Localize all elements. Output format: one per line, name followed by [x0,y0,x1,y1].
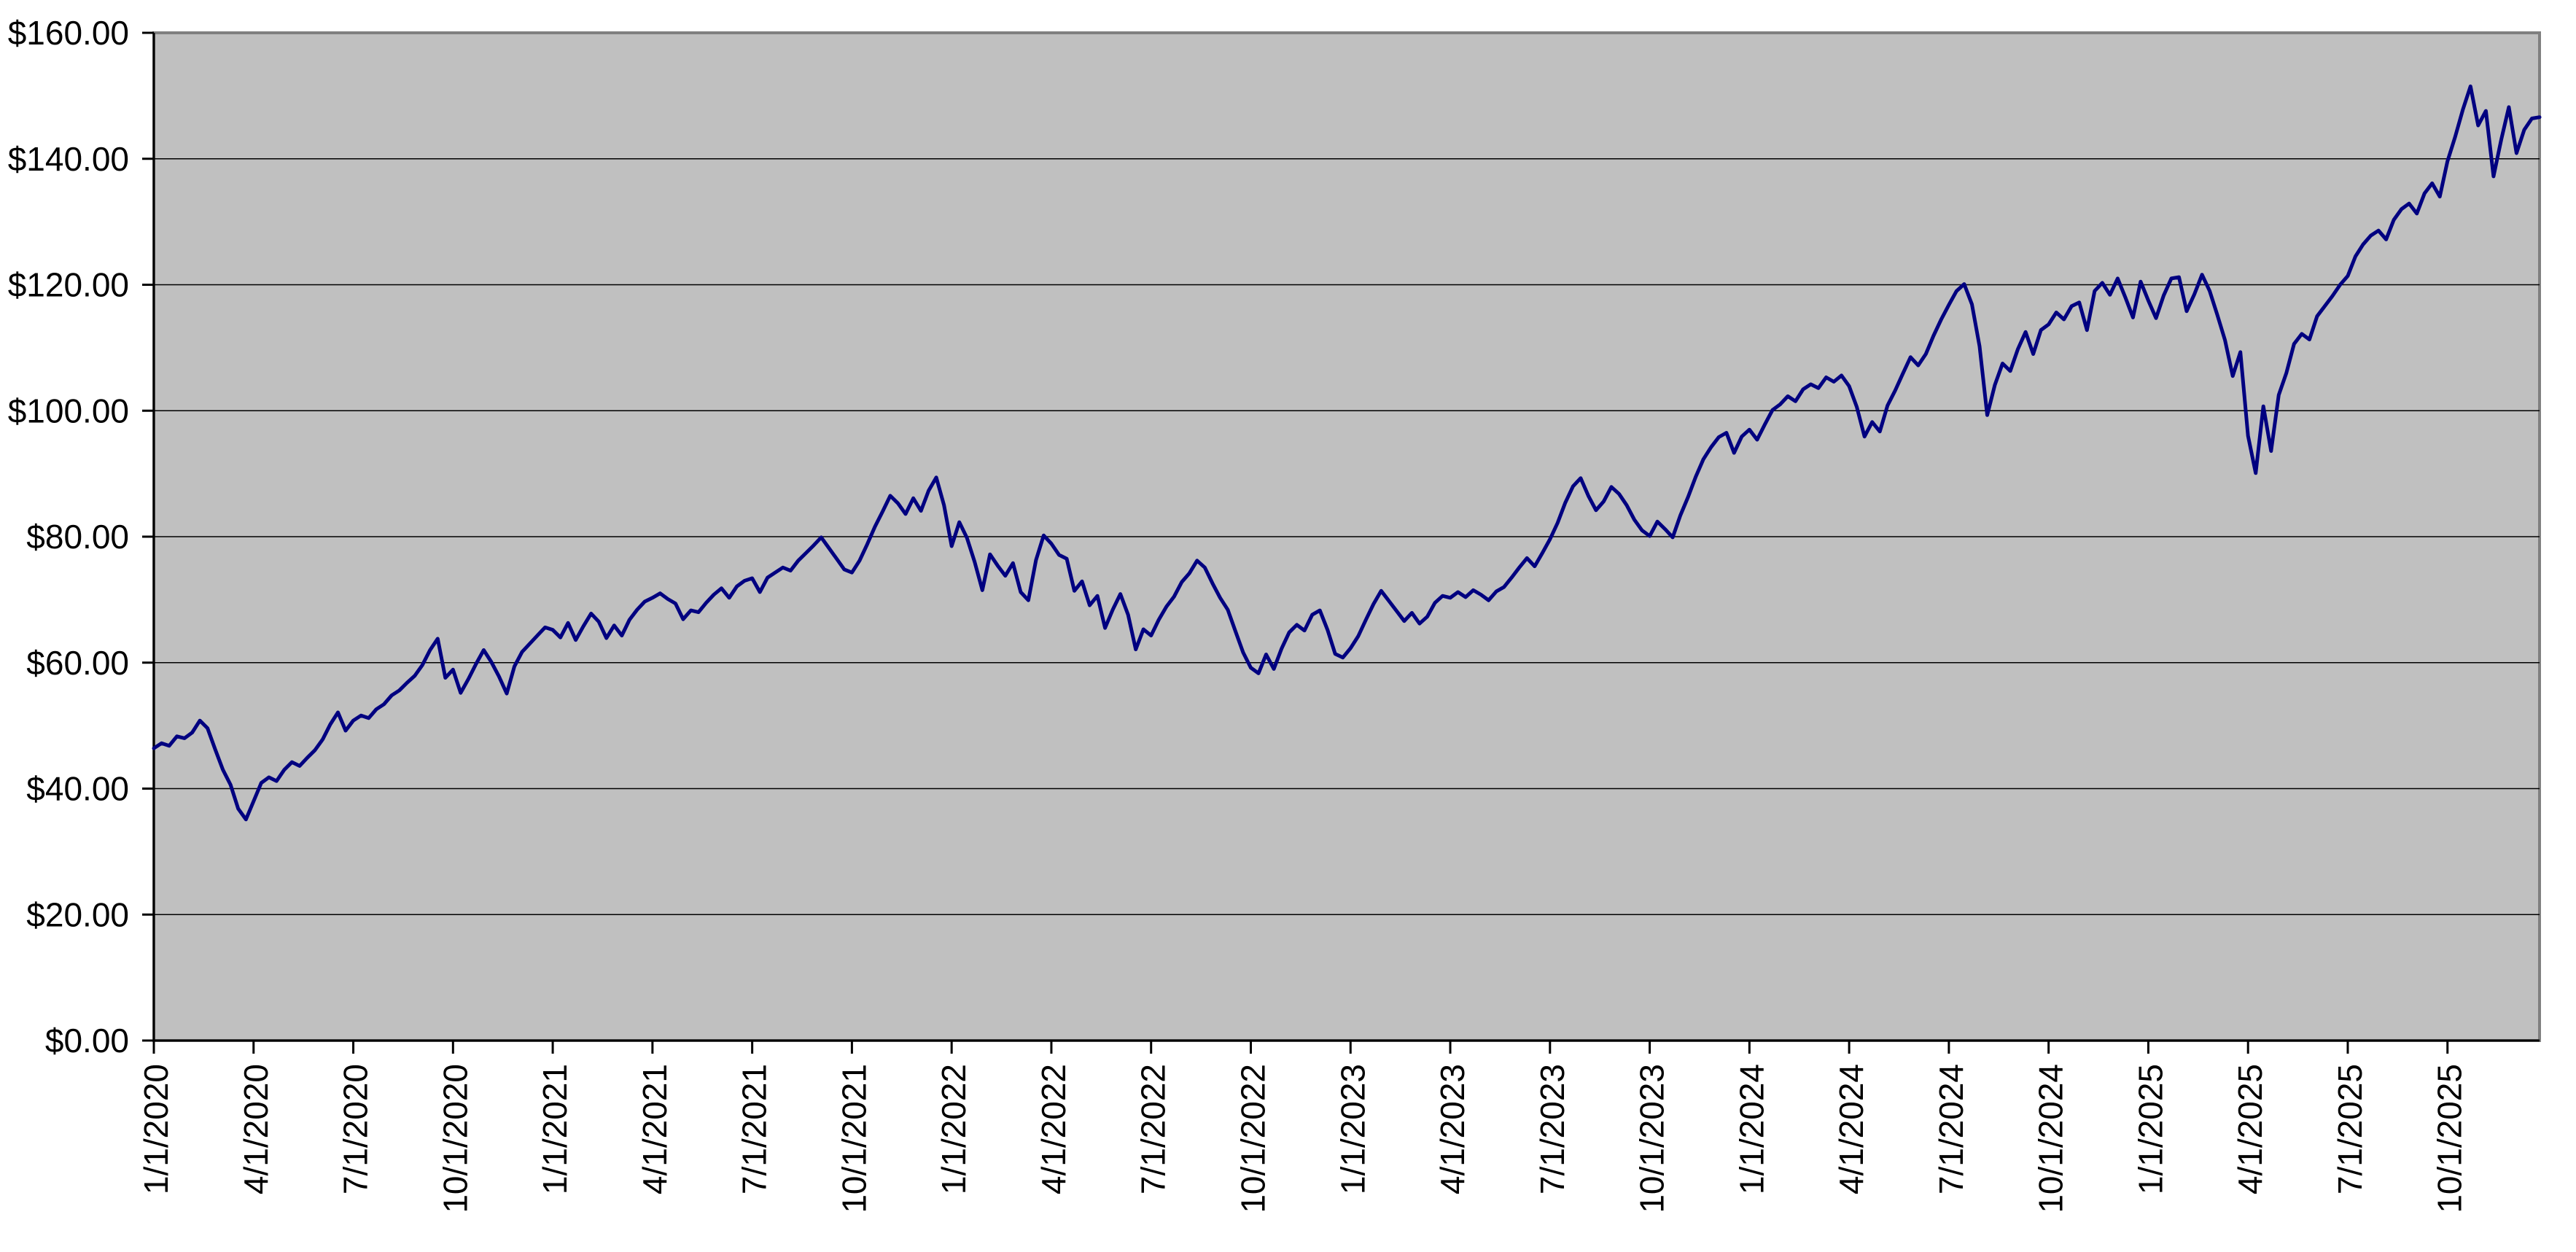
y-axis-label: $100.00 [8,392,129,429]
x-axis-label: 10/1/2023 [1633,1064,1671,1213]
y-axis-label: $140.00 [8,140,129,178]
x-axis-label: 7/1/2020 [337,1064,375,1194]
x-axis-label: 1/1/2025 [2131,1064,2169,1194]
x-axis-label: 10/1/2025 [2431,1064,2469,1213]
y-axis-label: $160.00 [8,14,129,52]
x-axis-label: 10/1/2021 [835,1064,873,1213]
y-axis-label: $60.00 [26,644,129,682]
x-axis-label: 1/1/2022 [935,1064,973,1194]
x-axis-label: 4/1/2020 [237,1064,275,1194]
x-axis-label: 4/1/2025 [2231,1064,2269,1194]
x-axis-label: 7/1/2025 [2331,1064,2369,1194]
y-axis-label: $0.00 [45,1022,129,1059]
x-axis-label: 1/1/2021 [536,1064,574,1194]
x-axis-label: 4/1/2024 [1832,1064,1870,1194]
y-axis-label: $80.00 [26,518,129,556]
x-axis-label: 4/1/2022 [1035,1064,1073,1194]
y-axis-label: $40.00 [26,770,129,808]
x-axis-label: 10/1/2024 [2032,1064,2070,1213]
x-axis-label: 10/1/2022 [1234,1064,1272,1213]
x-axis-label: 1/1/2020 [137,1064,175,1194]
x-axis-label: 7/1/2021 [736,1064,774,1194]
x-axis-label: 4/1/2021 [636,1064,674,1194]
x-axis-label: 10/1/2020 [436,1064,474,1213]
x-axis-label: 1/1/2023 [1334,1064,1371,1194]
y-axis-label: $20.00 [26,895,129,933]
y-axis-label: $120.00 [8,266,129,304]
x-axis-label: 1/1/2024 [1732,1064,1770,1194]
x-axis-label: 7/1/2024 [1932,1064,1970,1194]
price-line-series [152,84,2542,822]
x-axis-label: 7/1/2022 [1135,1064,1172,1194]
x-axis-label: 4/1/2023 [1433,1064,1471,1194]
x-axis-label: 7/1/2023 [1533,1064,1571,1194]
